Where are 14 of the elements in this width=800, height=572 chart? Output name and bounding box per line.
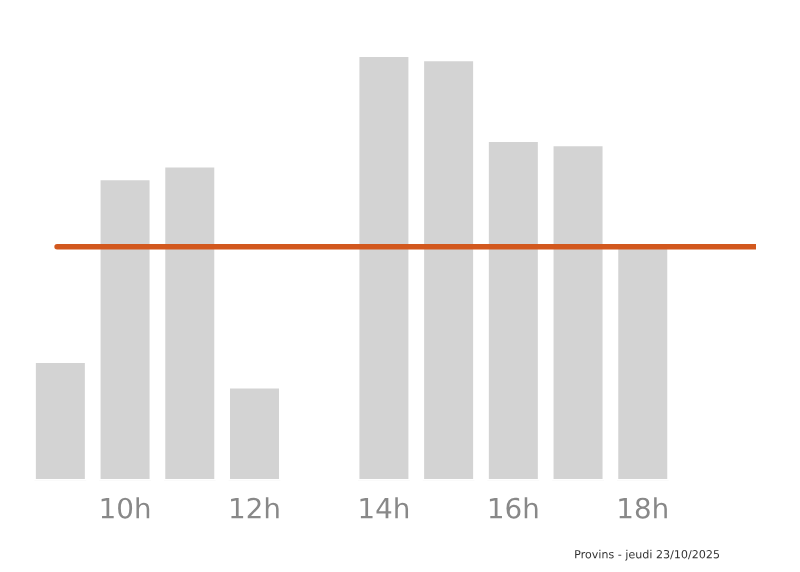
x-tick-label: 18h <box>619 497 667 519</box>
x-tick-label: 16h <box>489 497 538 519</box>
bar <box>227 385 282 481</box>
bar <box>615 245 671 481</box>
x-tick-label: 10h <box>101 497 150 519</box>
bar <box>550 143 606 481</box>
bar <box>421 58 476 481</box>
bar <box>97 177 153 481</box>
bar <box>486 139 541 481</box>
bar <box>162 164 218 481</box>
x-tick-label: 12h <box>231 497 279 519</box>
x-tick-label: 14h <box>360 497 409 519</box>
bar <box>33 360 88 481</box>
bar <box>356 54 412 481</box>
